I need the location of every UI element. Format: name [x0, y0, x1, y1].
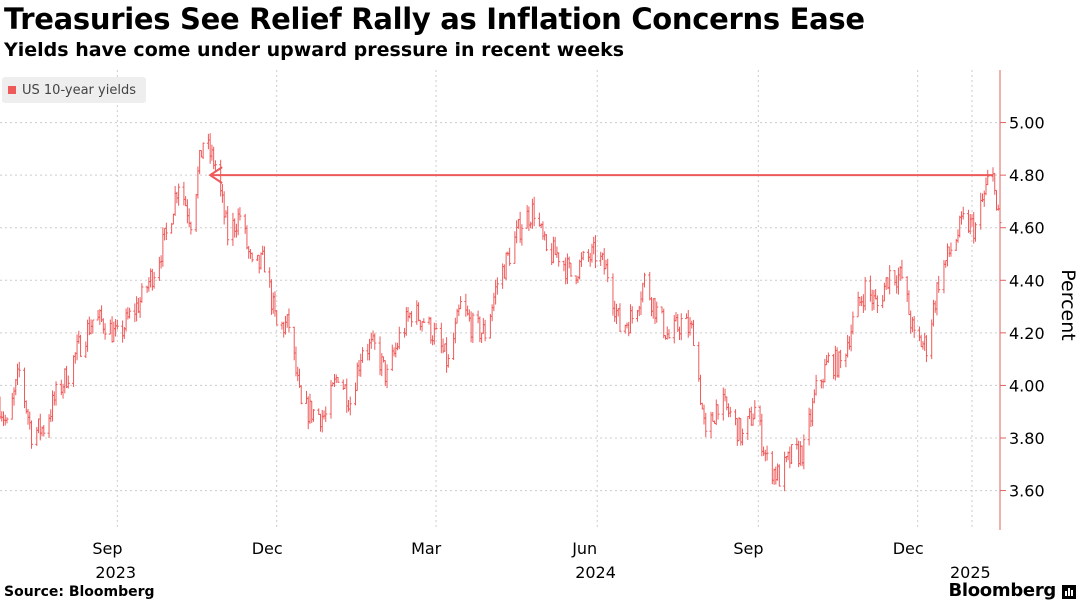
y-axis-label: Percent: [1057, 269, 1079, 341]
legend-swatch: [8, 86, 16, 94]
source-note: Source: Bloomberg: [4, 584, 155, 600]
x-tick-year: 2024: [575, 563, 616, 582]
x-tick-year: 2025: [950, 563, 991, 582]
y-tick-label: 4.00: [1009, 376, 1045, 395]
y-tick-label: 3.60: [1009, 482, 1045, 501]
x-tick-year: 2023: [95, 563, 136, 582]
legend-label: US 10-year yields: [22, 82, 136, 98]
x-tick-label: Sep: [733, 539, 763, 558]
x-tick-label: Jun: [571, 539, 597, 558]
arrow-head: [208, 166, 223, 184]
x-tick-label: Sep: [92, 539, 122, 558]
y-tick-label: 3.80: [1009, 429, 1045, 448]
y-tick-label: 4.60: [1009, 219, 1045, 238]
x-tick-label: Mar: [411, 539, 442, 558]
annotation-layer: [208, 166, 993, 184]
x-tick-label: Dec: [893, 539, 924, 558]
price-bars: [0, 133, 1002, 492]
legend: US 10-year yields: [2, 77, 146, 103]
chart-title: Treasuries See Relief Rally as Inflation…: [4, 2, 865, 36]
bloomberg-terminal-icon: [1062, 585, 1076, 599]
chart-subtitle: Yields have come under upward pressure i…: [4, 39, 625, 61]
y-tick-label: 5.00: [1009, 114, 1045, 133]
y-tick-label: 4.40: [1009, 271, 1045, 290]
x-tick-label: Dec: [252, 539, 283, 558]
y-axis: 3.60 3.80 4.00 4.20 4.40 4.60 4.80 5.00 Percent: [999, 70, 1079, 530]
y-tick-label: 4.20: [1009, 324, 1045, 343]
x-axis-labels: Sep 2023 Dec Mar Jun 2024 Sep Dec 2025: [92, 539, 990, 582]
grid-lines: [0, 70, 1000, 530]
y-tick-label: 4.80: [1009, 166, 1045, 185]
brand-logo: Bloomberg: [948, 580, 1056, 601]
